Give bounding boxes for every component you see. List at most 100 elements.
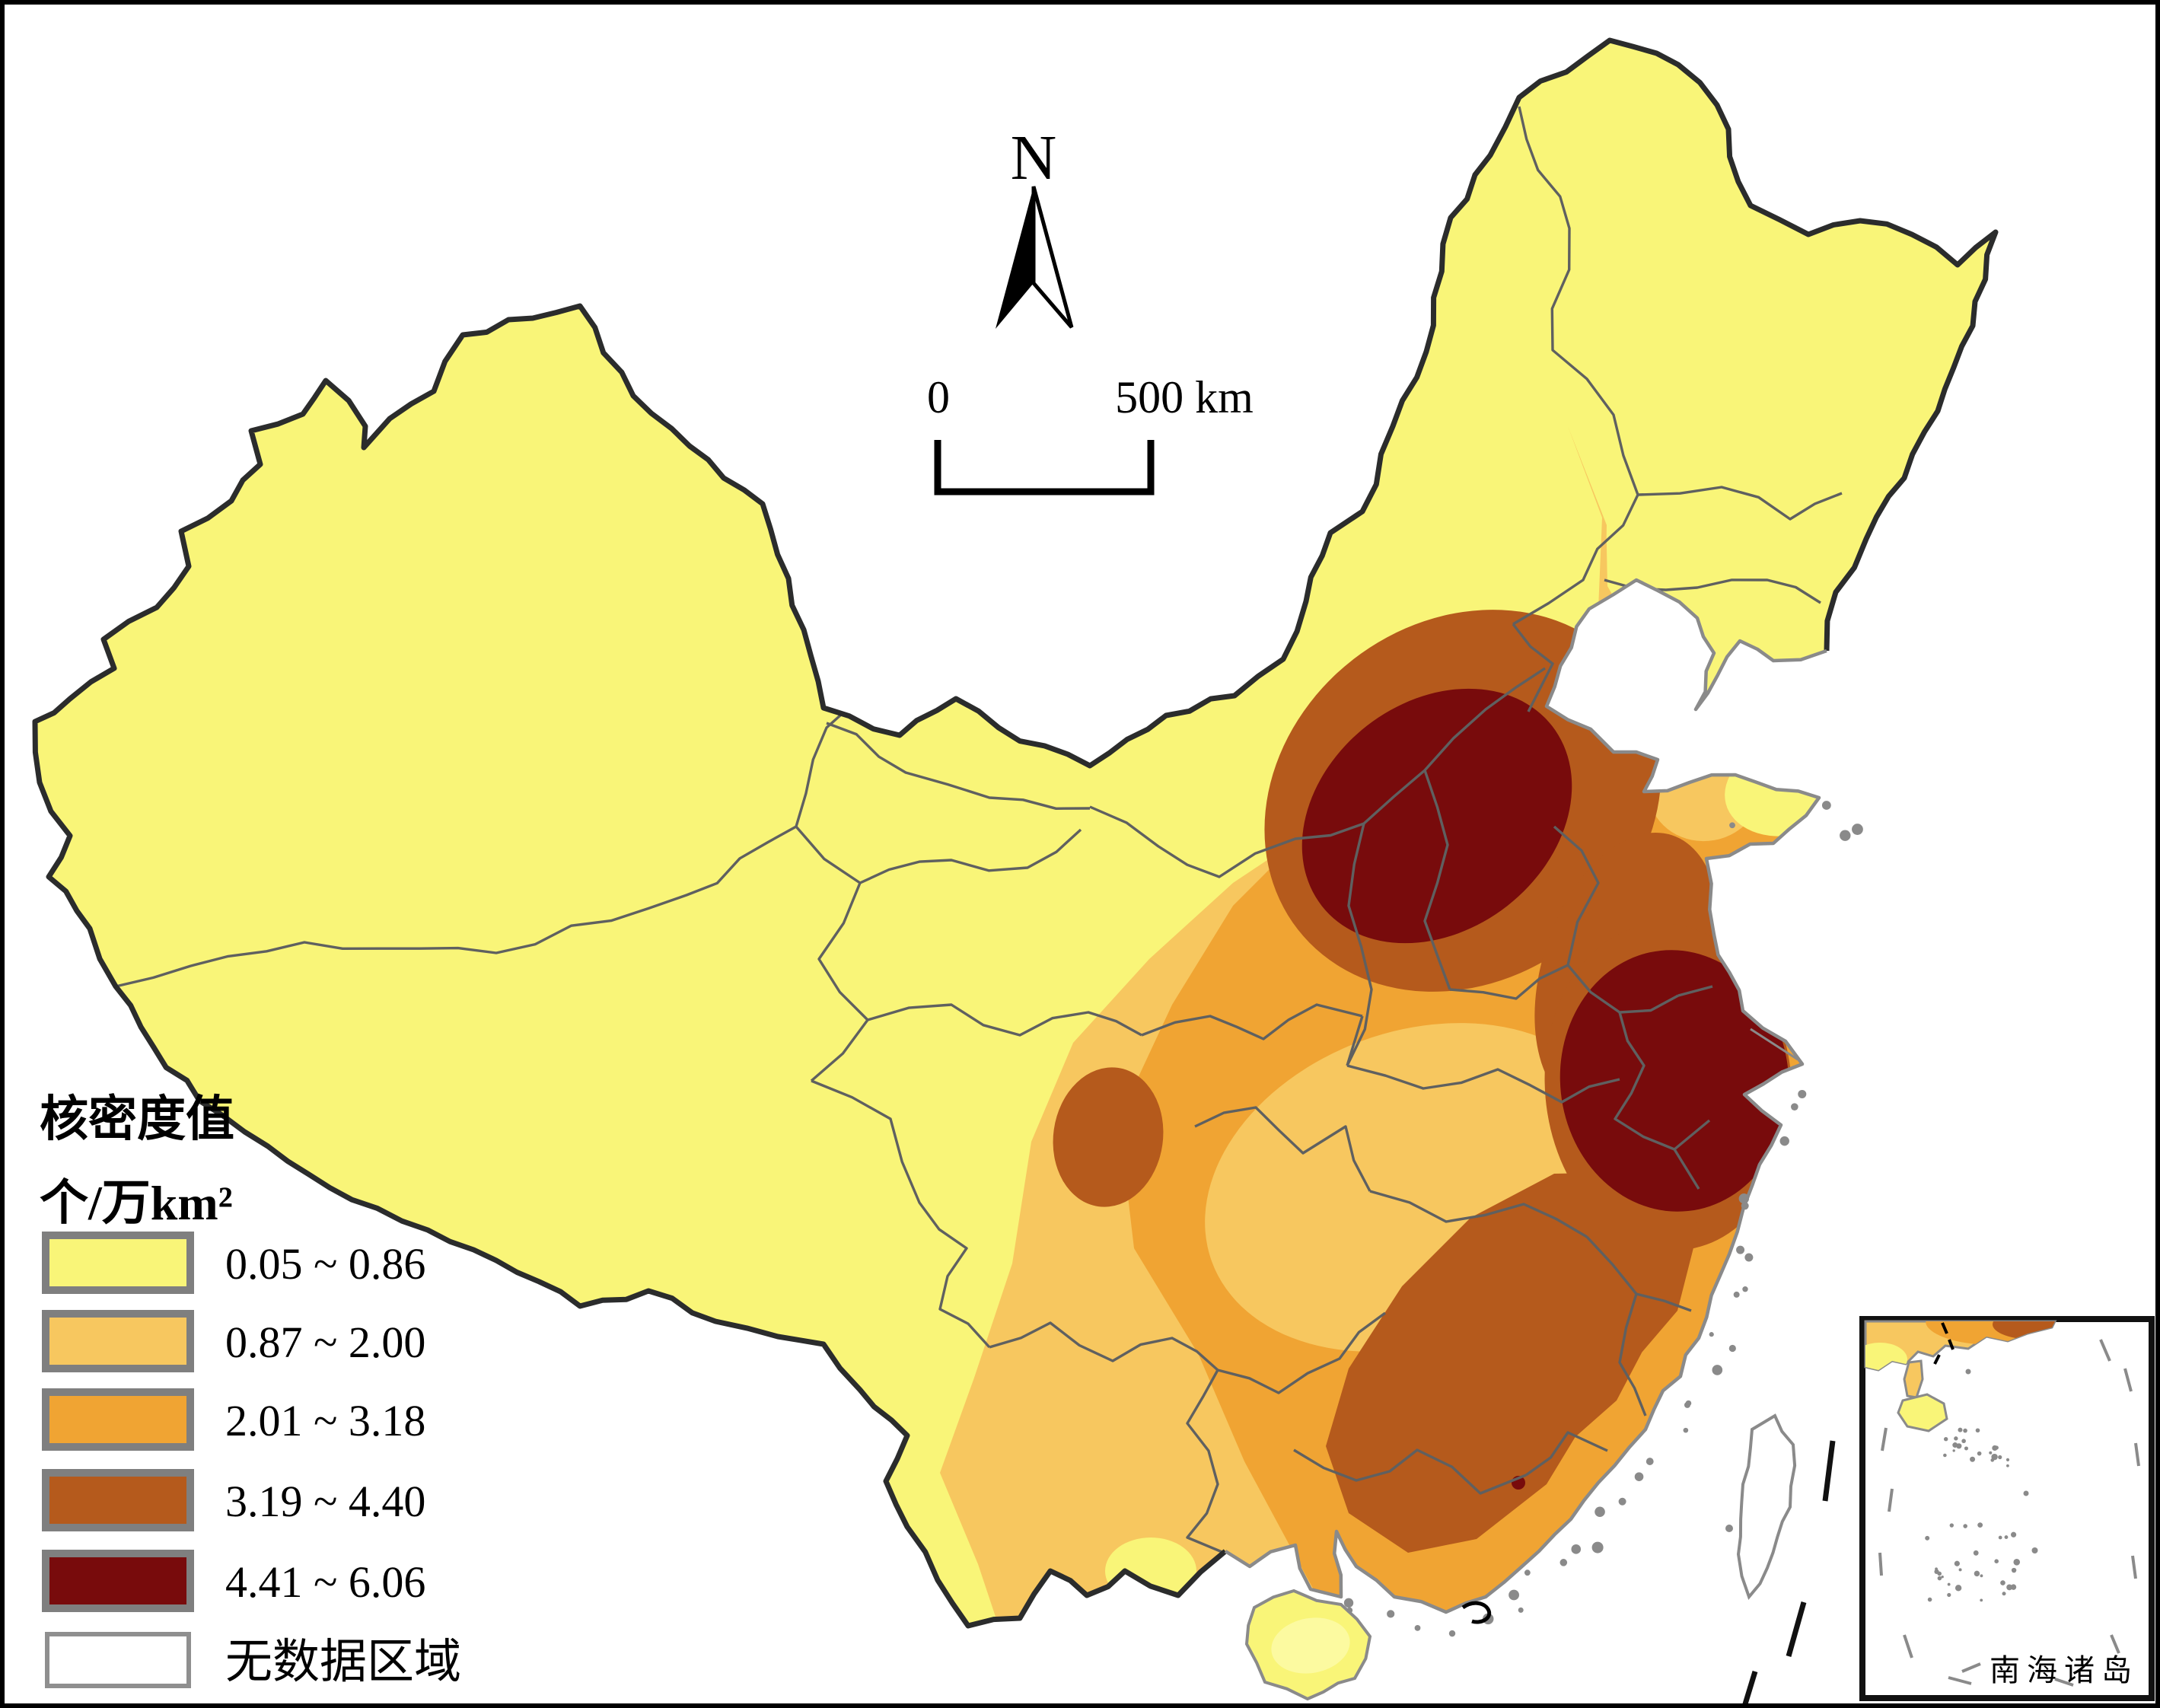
legend-unit: 个/万km² bbox=[40, 1176, 233, 1230]
province-border bbox=[826, 722, 1091, 810]
inset-huangyan-island bbox=[2023, 1490, 2029, 1496]
islet bbox=[1712, 1365, 1723, 1375]
province-border bbox=[1449, 964, 1569, 1000]
legend-swatch-class3 bbox=[42, 1388, 194, 1451]
islet bbox=[1618, 1497, 1626, 1506]
inset-boundary-dash bbox=[1933, 1322, 1955, 1365]
inset-islet bbox=[1961, 1439, 1966, 1444]
scale-bar-end: 500 km bbox=[1115, 372, 1254, 422]
province-border bbox=[989, 1321, 1219, 1372]
islet bbox=[1840, 830, 1851, 841]
boundary-dash bbox=[1822, 1440, 1836, 1502]
inset-islet bbox=[1925, 1535, 1930, 1541]
legend-swatch-class2 bbox=[42, 1310, 194, 1372]
density-pocket-yunnan bbox=[1105, 1538, 1196, 1604]
density-surface bbox=[35, 40, 1996, 1626]
inset-dash-line bbox=[2099, 1339, 2111, 1362]
inset-dash-line bbox=[1881, 1427, 1888, 1451]
province-border bbox=[1346, 823, 1373, 1066]
islet bbox=[1559, 1559, 1568, 1566]
province-border bbox=[1369, 1190, 1588, 1238]
north-arrow-label: N bbox=[1011, 123, 1057, 193]
islet bbox=[1571, 1544, 1582, 1554]
islet bbox=[1591, 1541, 1604, 1553]
penghu-islet bbox=[1725, 1525, 1733, 1532]
inset-islet bbox=[1955, 1585, 1962, 1592]
inset-islet bbox=[1943, 1453, 1947, 1458]
north-arrow: N bbox=[996, 123, 1074, 329]
inset-dash-line bbox=[1878, 1552, 1883, 1576]
islet bbox=[1448, 1630, 1456, 1637]
province-border bbox=[1525, 1431, 1608, 1477]
boundary-dash bbox=[1741, 1670, 1758, 1708]
islet bbox=[1729, 822, 1735, 829]
inset-islet bbox=[1992, 1445, 1998, 1451]
inset-island-tick-icon bbox=[1961, 1662, 1981, 1673]
inset-dash-line bbox=[2054, 1678, 2074, 1687]
province-border bbox=[867, 1003, 1142, 1037]
islet bbox=[1414, 1624, 1421, 1631]
hainan-pale-center bbox=[1271, 1617, 1350, 1674]
inset-islet bbox=[1952, 1442, 1958, 1448]
inset-hainan bbox=[1897, 1393, 1948, 1432]
inset-islet bbox=[1998, 1455, 2002, 1460]
islet bbox=[1733, 1291, 1740, 1298]
province-border bbox=[1636, 1292, 1692, 1312]
inset-islet bbox=[2006, 1464, 2009, 1467]
inset-islet bbox=[2010, 1531, 2017, 1538]
inset-islet bbox=[1989, 1451, 1993, 1455]
inset-islet bbox=[1943, 1437, 1948, 1442]
inset-islet bbox=[1975, 1428, 1980, 1433]
inset-islet bbox=[2006, 1584, 2013, 1591]
legend-label-class3: 2.01 ~ 3.18 bbox=[225, 1396, 425, 1445]
islet bbox=[1645, 1458, 1654, 1465]
inset-islet bbox=[1927, 1597, 1932, 1602]
inset-islet bbox=[1963, 1428, 1967, 1433]
islet bbox=[1738, 1193, 1750, 1204]
inset-islet bbox=[1947, 1582, 1951, 1586]
scale-bar-bracket bbox=[934, 440, 1155, 496]
islet bbox=[1852, 824, 1863, 835]
inset-islet bbox=[1958, 1427, 1963, 1432]
inset-dongsha-island bbox=[1965, 1369, 1971, 1375]
province-border bbox=[1637, 486, 1843, 521]
inset-label: 南海诸岛 bbox=[1990, 1653, 2139, 1687]
province-border bbox=[1089, 667, 1546, 878]
inset-islet bbox=[2000, 1580, 2005, 1585]
province-border bbox=[1423, 770, 1451, 990]
inset-islet bbox=[1963, 1524, 1967, 1528]
inset-islet bbox=[1970, 1456, 1976, 1462]
inset-band-3 bbox=[1926, 1321, 2029, 1345]
inset-islet bbox=[2011, 1567, 2017, 1573]
islet bbox=[1791, 1103, 1798, 1111]
islet bbox=[1742, 1286, 1748, 1292]
islet bbox=[1709, 1332, 1714, 1337]
inset-islet bbox=[2004, 1535, 2009, 1539]
legend-label-class1: 0.05 ~ 0.86 bbox=[225, 1239, 425, 1289]
legend-swatch-class5 bbox=[42, 1550, 194, 1612]
islet bbox=[1518, 1607, 1524, 1613]
inset-islet bbox=[2013, 1558, 2021, 1566]
legend-swatch-nodata bbox=[45, 1632, 191, 1688]
islet bbox=[1736, 1245, 1745, 1254]
hongkong-boundary-mark bbox=[1461, 1601, 1492, 1624]
province-border bbox=[811, 1079, 991, 1349]
inset-dash-line bbox=[2123, 1368, 2133, 1392]
province-border bbox=[795, 825, 869, 1082]
inset-islet bbox=[2002, 1592, 2006, 1596]
inset-islet bbox=[2031, 1547, 2038, 1554]
national-border bbox=[32, 37, 1999, 1629]
islet bbox=[1343, 1598, 1354, 1608]
legend-label-class5: 4.41 ~ 6.06 bbox=[225, 1557, 425, 1607]
boundary-dash bbox=[1786, 1601, 1807, 1657]
north-arrow-left-half-icon bbox=[996, 186, 1034, 329]
inset-islet bbox=[1937, 1576, 1942, 1581]
islet bbox=[1524, 1569, 1531, 1576]
density-band-4-southeast bbox=[1326, 1172, 1699, 1553]
scale-bar: 0 500 km bbox=[927, 372, 1254, 496]
province-border bbox=[1553, 825, 1600, 966]
islet bbox=[1595, 1506, 1605, 1518]
scale-bar-start: 0 bbox=[927, 372, 950, 422]
density-band-4-sichuan bbox=[1053, 1067, 1164, 1207]
